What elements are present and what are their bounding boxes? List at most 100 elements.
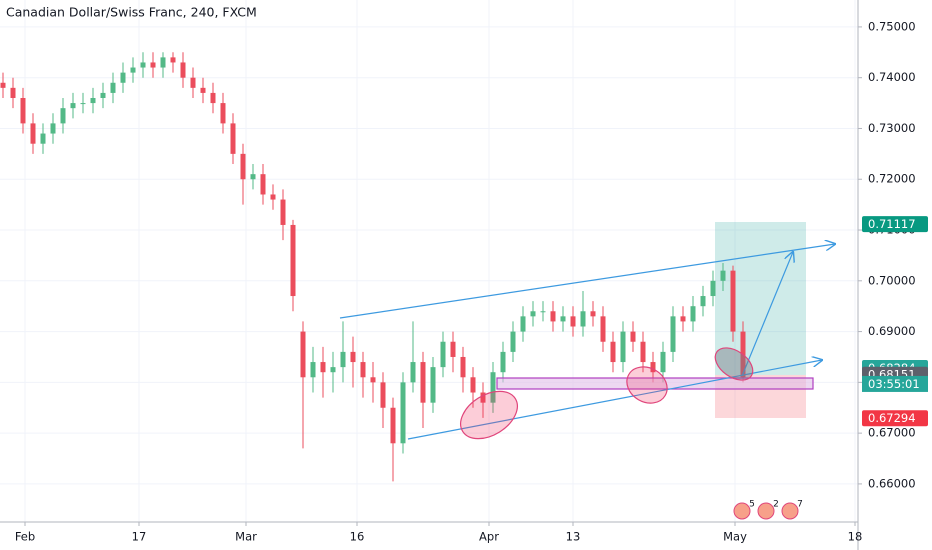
candle-body <box>150 62 156 68</box>
candle-body <box>480 392 486 403</box>
price-label-bg <box>862 410 928 427</box>
event-badge-label: 2 <box>773 500 779 510</box>
profit-zone <box>715 222 806 375</box>
candle-body <box>560 316 566 322</box>
candle-body <box>380 382 386 408</box>
candle-body <box>420 362 426 403</box>
candle-body <box>570 316 576 327</box>
candle-body <box>260 174 266 195</box>
y-tick-label: 0.74000 <box>868 70 916 84</box>
candle-body <box>310 362 316 378</box>
candle-body <box>600 316 606 342</box>
candle-body <box>110 82 116 93</box>
candle-body <box>720 270 726 281</box>
candle-body <box>130 67 136 73</box>
chart-title: Canadian Dollar/Swiss Franc, 240, FXCM <box>6 5 257 20</box>
candle-body <box>730 270 736 332</box>
candle-body <box>10 87 16 99</box>
x-tick-label: Mar <box>235 530 257 544</box>
y-tick-label: 0.69000 <box>868 324 916 338</box>
candle-body <box>490 372 496 403</box>
candle-body <box>60 108 66 124</box>
candle-body <box>30 123 36 144</box>
y-tick-label: 0.72000 <box>868 172 916 186</box>
candle-body <box>280 199 286 225</box>
candle-body <box>650 362 656 373</box>
candle-body <box>100 92 106 99</box>
upper-trendline <box>339 244 835 319</box>
candle-body <box>690 306 696 322</box>
axis-labels: 0.750000.740000.730000.720000.710000.700… <box>15 19 928 544</box>
event-badge-label: 7 <box>797 500 803 510</box>
candle-body <box>410 362 416 383</box>
candle-body <box>140 62 146 68</box>
candle-body <box>500 351 506 373</box>
target-arrow <box>741 252 793 377</box>
candle-body <box>580 311 586 327</box>
candle-body <box>360 362 366 378</box>
support-zone <box>496 377 814 390</box>
candle-body <box>300 331 306 378</box>
event-badge[interactable] <box>781 502 799 520</box>
candle-body <box>320 362 326 373</box>
candle-body <box>50 123 56 134</box>
x-tick-label: 17 <box>132 530 147 544</box>
candle-body <box>0 82 6 88</box>
highlight-ellipse <box>460 390 518 440</box>
candle-body <box>430 367 436 403</box>
event-badge[interactable] <box>757 502 775 520</box>
candle-body <box>250 174 256 180</box>
price-label-bg <box>862 216 928 233</box>
candle-body <box>530 311 536 317</box>
candle-body <box>400 382 406 444</box>
candles <box>0 52 746 482</box>
candle-body <box>440 341 446 368</box>
candle-body <box>610 341 616 363</box>
candle-body <box>540 311 546 313</box>
candle-body <box>640 341 646 363</box>
candle-body <box>180 62 186 78</box>
y-tick-label: 0.75000 <box>868 19 916 33</box>
candle-body <box>80 103 86 105</box>
y-tick-label: 0.70000 <box>868 273 916 287</box>
candle-body <box>350 351 356 363</box>
candle-body <box>670 316 676 352</box>
candle-body <box>70 103 76 109</box>
grid <box>0 0 858 522</box>
event-badge[interactable] <box>733 502 751 520</box>
candle-body <box>220 103 226 124</box>
candle-body <box>230 123 236 154</box>
x-tick-label: Feb <box>15 530 35 544</box>
candle-body <box>710 280 716 297</box>
candle-body <box>40 133 46 144</box>
candle-body <box>450 341 456 357</box>
candle-body <box>290 224 296 297</box>
candle-body <box>190 77 196 88</box>
event-badge-label: 5 <box>749 500 755 510</box>
candle-body <box>630 331 636 342</box>
candle-body <box>370 377 376 383</box>
candle-body <box>470 377 476 393</box>
price-label: 0.67294 <box>868 411 916 425</box>
candle-body <box>660 351 666 373</box>
candle-body <box>160 57 166 68</box>
y-tick-label: 0.66000 <box>868 476 916 490</box>
x-tick-label: May <box>723 530 747 544</box>
x-tick-label: 13 <box>566 530 581 544</box>
y-tick-label: 0.73000 <box>868 121 916 135</box>
candle-body <box>680 316 686 322</box>
candle-body <box>240 153 246 180</box>
candle-body <box>620 331 626 363</box>
candle-body <box>340 351 346 368</box>
candle-body <box>200 87 206 93</box>
y-tick-label: 0.67000 <box>868 426 916 440</box>
candle-body <box>210 92 216 104</box>
candle-body <box>520 316 526 332</box>
countdown-bg <box>862 375 928 392</box>
x-tick-label: Apr <box>479 530 499 544</box>
price-label: 0.71117 <box>868 217 916 231</box>
x-tick-label: 16 <box>350 530 365 544</box>
countdown: 03:55:01 <box>868 377 920 391</box>
candle-body <box>170 57 176 63</box>
